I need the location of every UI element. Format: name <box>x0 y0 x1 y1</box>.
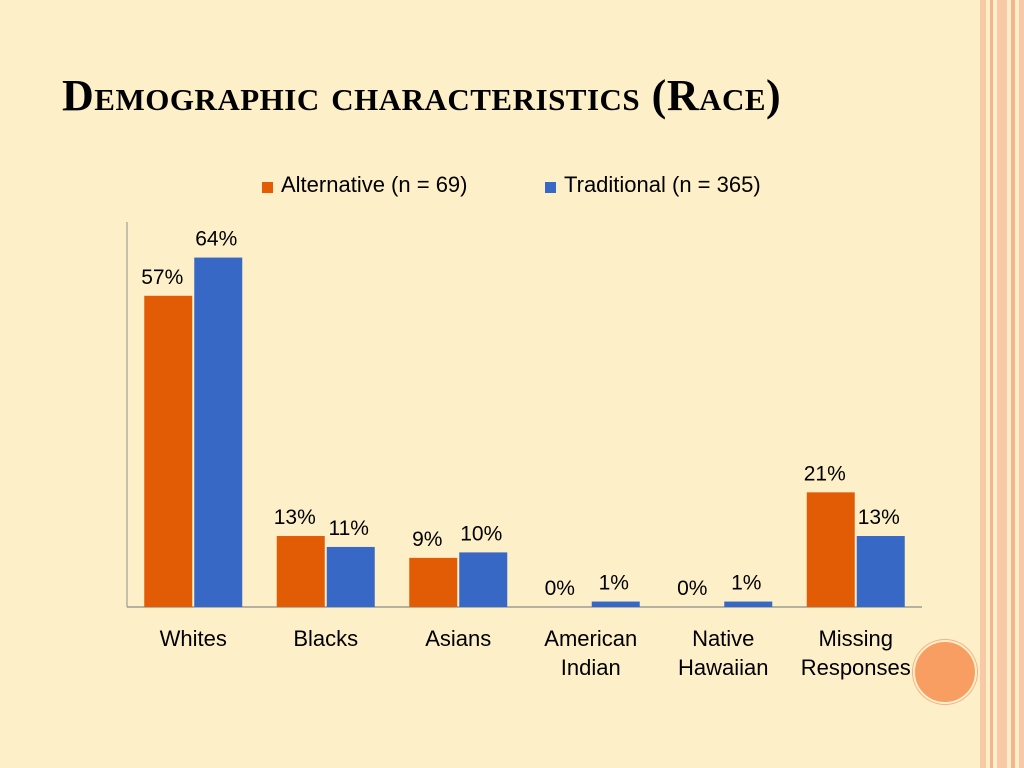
category-label: Responses <box>801 655 911 680</box>
category-label: Indian <box>561 655 621 680</box>
bar-traditional <box>459 552 508 607</box>
decorative-border <box>980 0 1024 768</box>
category-label: Blacks <box>293 626 358 651</box>
category-label: Missing <box>818 626 893 651</box>
category-label: Asians <box>425 626 491 651</box>
slide-title: Demographic characteristics (Race) <box>62 71 782 120</box>
data-label: 64% <box>195 228 237 251</box>
data-label: 13% <box>274 506 316 529</box>
category-label: Whites <box>160 626 227 651</box>
data-label: 1% <box>599 572 629 595</box>
legend-label-alternative: Alternative (n = 69) <box>281 172 467 197</box>
decorative-circle <box>913 640 977 704</box>
category-label: Hawaiian <box>678 655 769 680</box>
category-label: Native <box>692 626 754 651</box>
data-label: 0% <box>677 577 707 600</box>
data-label: 10% <box>460 522 502 545</box>
data-label: 1% <box>731 572 761 595</box>
data-label: 13% <box>858 506 900 529</box>
bar-traditional <box>591 601 640 607</box>
data-label: 57% <box>141 266 183 289</box>
border-stripe <box>997 0 1007 768</box>
bar-traditional <box>724 601 773 607</box>
data-label: 21% <box>804 462 846 485</box>
bar-traditional <box>326 546 375 607</box>
border-stripe <box>1019 0 1024 768</box>
bar-alternative <box>409 557 458 607</box>
bar-traditional <box>194 257 243 607</box>
legend-swatch-alternative <box>262 182 273 193</box>
border-stripe <box>1011 0 1015 768</box>
data-label: 9% <box>412 528 442 551</box>
bar-alternative <box>276 536 325 607</box>
legend-label-traditional: Traditional (n = 365) <box>564 172 761 197</box>
border-stripe <box>990 0 993 768</box>
bar-alternative <box>806 492 855 607</box>
bar-traditional <box>856 536 905 607</box>
category-label: American <box>544 626 637 651</box>
legend-swatch-traditional <box>545 182 556 193</box>
data-label: 0% <box>545 577 575 600</box>
data-label: 11% <box>329 517 369 540</box>
border-stripe <box>980 0 986 768</box>
bar-alternative <box>144 295 193 607</box>
